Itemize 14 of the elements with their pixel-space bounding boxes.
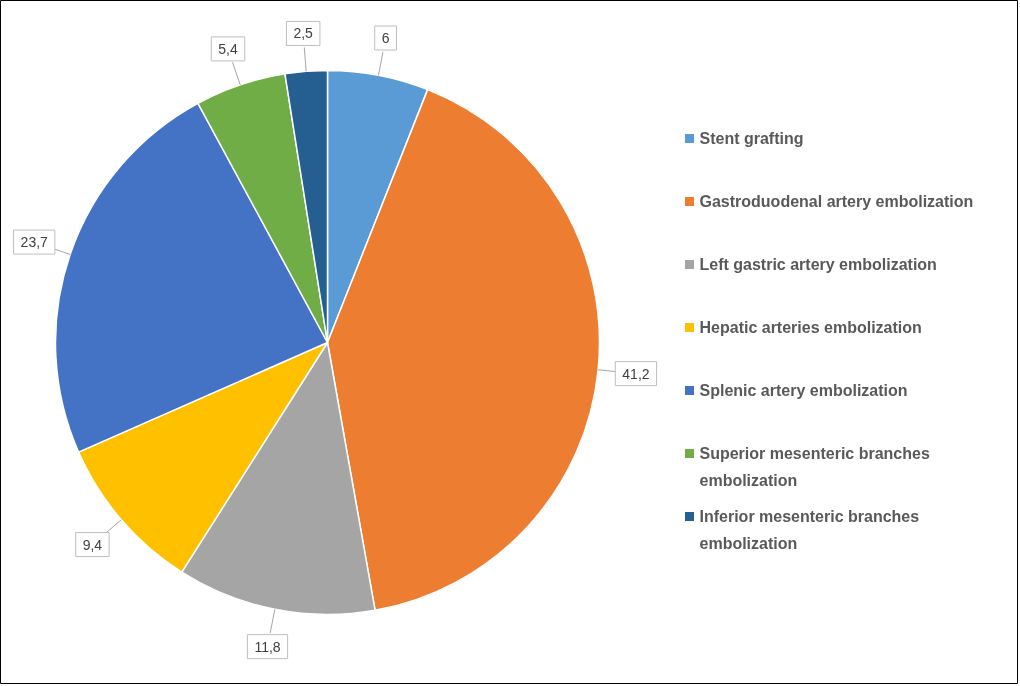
legend-label: Gastroduodenal artery embolization: [699, 193, 974, 210]
data-label: 5,4: [218, 40, 238, 57]
legend-label: Inferior mesenteric branches embolization: [699, 508, 920, 552]
data-label: 41,2: [622, 365, 650, 382]
legend-label: Splenic artery embolization: [699, 382, 908, 399]
data-label: 23,7: [20, 234, 49, 251]
data-label: 11,8: [254, 638, 281, 655]
legend-label: Left gastric artery embolization: [699, 256, 937, 273]
data-label: 6: [381, 29, 390, 46]
legend-label: Stent grafting: [699, 130, 804, 147]
legend-label: Hepatic arteries embolization: [699, 319, 922, 336]
data-label: 2,5: [293, 25, 314, 42]
data-label: 9,4: [82, 536, 103, 553]
legend-label: Superior mesenteric branches embolization: [699, 445, 930, 489]
